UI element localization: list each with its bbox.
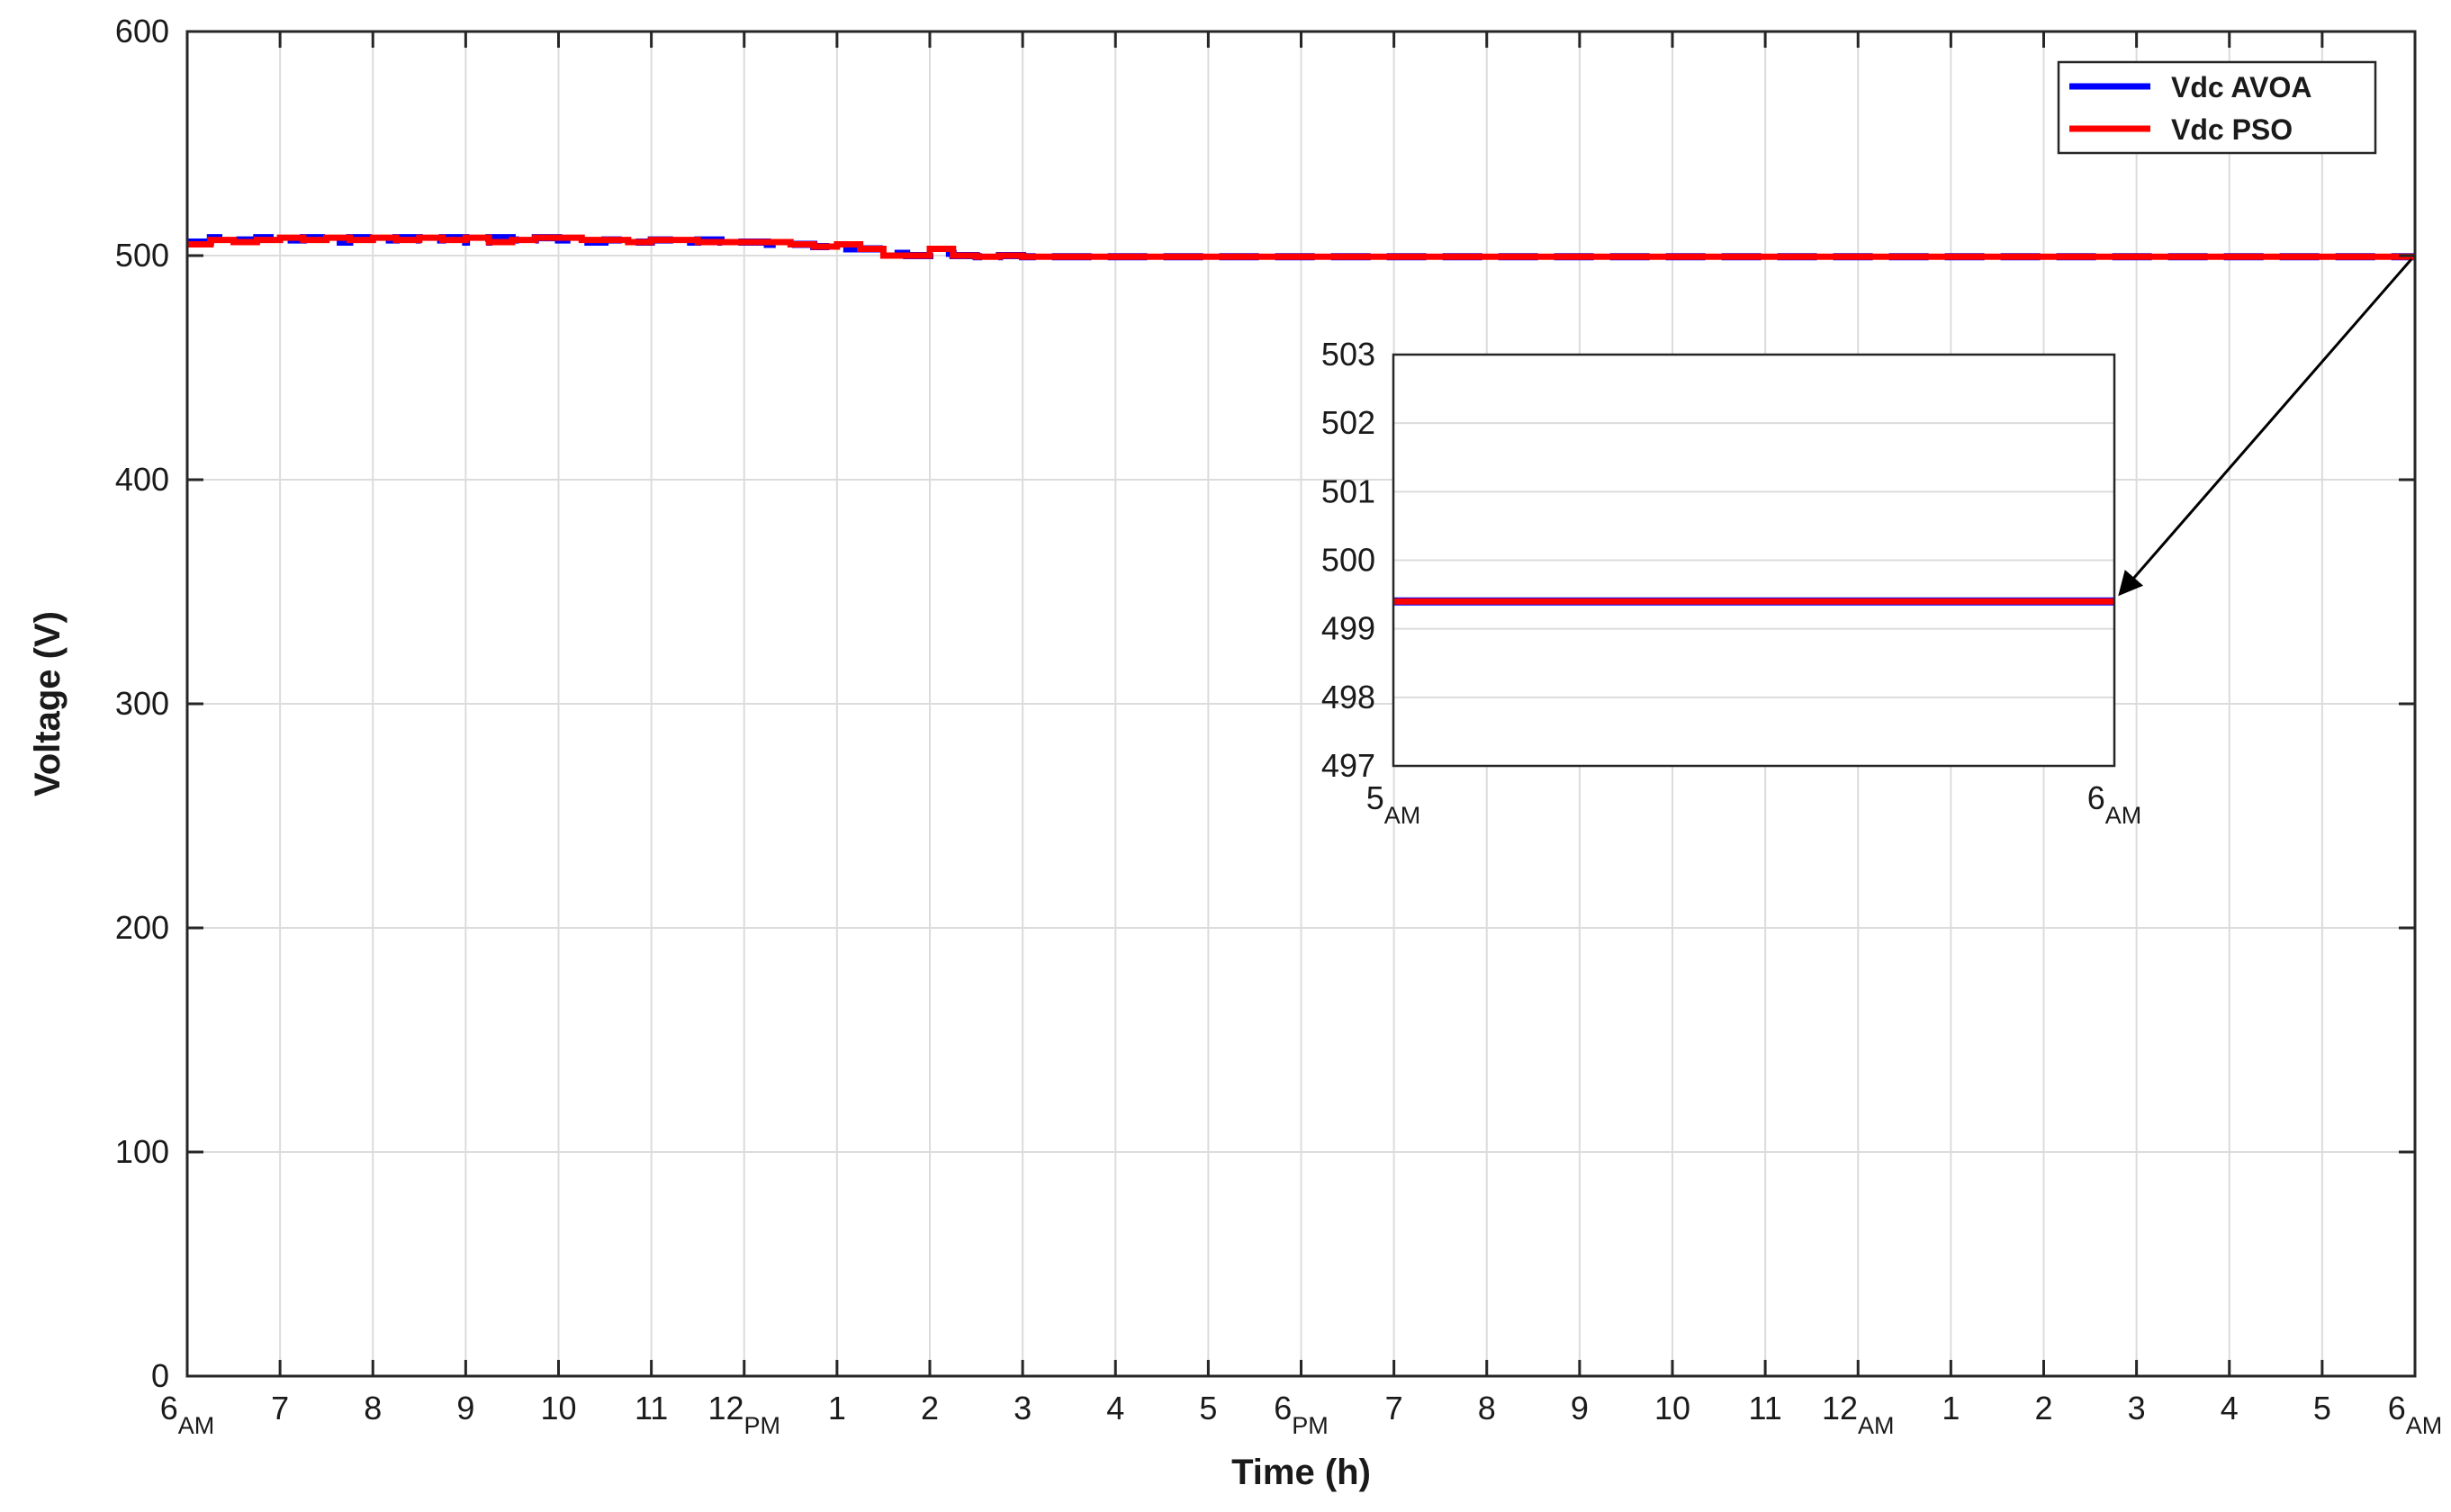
y-axis-title: Voltage (V) [28, 611, 68, 796]
y-tick-label: 0 [151, 1357, 169, 1394]
x-tick-number: 10 [540, 1390, 576, 1426]
legend-label-pso: Vdc PSO [2171, 113, 2293, 146]
x-tick-number: 11 [1748, 1390, 1781, 1426]
x-tick-number: 1 [828, 1390, 846, 1426]
y-tick-label: 100 [115, 1133, 169, 1170]
x-tick-number: 10 [1654, 1390, 1690, 1426]
inset-x-tick-number: 6 [2087, 779, 2105, 816]
main-series-group [187, 234, 2415, 261]
zoom-arrow [2118, 258, 2413, 597]
x-tick-label: 9 [456, 1390, 474, 1426]
x-tick-label: 2 [2034, 1390, 2052, 1426]
x-tick-label: 1 [1942, 1390, 1960, 1426]
legend: Vdc AVOA Vdc PSO [2057, 60, 2377, 155]
inset-frame [1392, 353, 2116, 768]
x-tick-label: 8 [364, 1390, 382, 1426]
inset-y-tick-label: 498 [1321, 679, 1375, 716]
x-tick-label: 4 [1106, 1390, 1124, 1426]
x-tick-number: 12 [1822, 1390, 1858, 1426]
inset-x-tick-suffix: AM [2105, 802, 2142, 829]
x-tick-labels: 6AM 7 8 9 10 11 12PM 1 2 3 4 5 6PM 7 8 9 10 11 12AM 1 2 3 4 5 6A… [160, 1390, 2443, 1439]
y-tick-label: 600 [115, 13, 169, 50]
x-tick-suffix: AM [178, 1412, 215, 1439]
x-tick-label: 6AM [160, 1390, 215, 1439]
inset-y-tick-label: 503 [1321, 336, 1375, 373]
x-tick-number: 6 [1274, 1390, 1292, 1426]
x-tick-label: 2 [921, 1390, 939, 1426]
inset-y-tick-labels: 497 498 499 500 501 502 503 [1321, 336, 1375, 784]
inset-y-tick-label: 500 [1321, 542, 1375, 579]
y-tick-label: 500 [115, 237, 169, 274]
inset-y-tick-label: 497 [1321, 747, 1375, 784]
x-tick-suffix: AM [1858, 1412, 1895, 1439]
x-tick-label: 12PM [707, 1390, 780, 1439]
x-tick-label: 11 [635, 1390, 668, 1426]
x-tick-label: 8 [1478, 1390, 1496, 1426]
x-tick-number: 7 [271, 1390, 289, 1426]
x-tick-number: 8 [1478, 1390, 1496, 1426]
x-tick-label: 7 [271, 1390, 289, 1426]
inset-y-tick-label: 501 [1321, 472, 1375, 509]
x-tick-label: 6PM [1274, 1390, 1329, 1439]
x-tick-number: 5 [1199, 1390, 1217, 1426]
x-tick-label: 9 [1571, 1390, 1589, 1426]
x-tick-label: 12AM [1822, 1390, 1895, 1439]
x-tick-label: 5 [2313, 1390, 2331, 1426]
inset-y-tick-label: 499 [1321, 610, 1375, 647]
x-tick-number: 2 [921, 1390, 939, 1426]
x-tick-number: 9 [456, 1390, 474, 1426]
inset-x-tick-label: 5AM [1366, 779, 1421, 829]
x-tick-number: 11 [635, 1390, 668, 1426]
x-tick-number: 8 [364, 1390, 382, 1426]
legend-box [2057, 60, 2377, 155]
inset-y-tick-label: 502 [1321, 404, 1375, 441]
x-tick-number: 3 [1014, 1390, 1032, 1426]
x-tick-number: 1 [1942, 1390, 1960, 1426]
x-tick-label: 6AM [2388, 1390, 2443, 1439]
x-tick-number: 6 [160, 1390, 178, 1426]
x-tick-number: 5 [2313, 1390, 2331, 1426]
x-tick-number: 4 [2221, 1390, 2239, 1426]
x-tick-number: 2 [2034, 1390, 2052, 1426]
series-line-pso [187, 234, 2415, 260]
x-tick-label: 7 [1385, 1390, 1403, 1426]
x-tick-number: 3 [2128, 1390, 2146, 1426]
x-tick-number: 9 [1571, 1390, 1589, 1426]
x-tick-label: 10 [540, 1390, 576, 1426]
x-tick-number: 4 [1106, 1390, 1124, 1426]
x-tick-label: 10 [1654, 1390, 1690, 1426]
x-axis-title: Time (h) [1231, 1453, 1371, 1492]
y-tick-label: 200 [115, 909, 169, 946]
x-tick-suffix: PM [744, 1412, 781, 1439]
x-tick-number: 6 [2388, 1390, 2406, 1426]
legend-label-avoa: Vdc AVOA [2171, 71, 2311, 104]
x-tick-suffix: PM [1292, 1412, 1329, 1439]
inset-x-tick-number: 5 [1366, 779, 1384, 816]
x-tick-label: 3 [1014, 1390, 1032, 1426]
x-tick-suffix: AM [2406, 1412, 2443, 1439]
x-tick-label: 4 [2221, 1390, 2239, 1426]
x-tick-number: 12 [707, 1390, 743, 1426]
x-tick-number: 7 [1385, 1390, 1403, 1426]
y-tick-labels: 0 100 200 300 400 500 600 [115, 13, 169, 1394]
x-tick-label: 5 [1199, 1390, 1217, 1426]
y-tick-label: 400 [115, 461, 169, 498]
x-tick-label: 1 [828, 1390, 846, 1426]
x-tick-label: 11 [1748, 1390, 1781, 1426]
inset-x-tick-label: 6AM [2087, 779, 2142, 829]
inset-x-tick-suffix: AM [1384, 802, 1421, 829]
x-tick-label: 3 [2128, 1390, 2146, 1426]
y-tick-label: 300 [115, 685, 169, 722]
inset-x-tick-labels: 5AM 6AM [1366, 779, 2142, 829]
main-tick-marks [185, 30, 2417, 1378]
